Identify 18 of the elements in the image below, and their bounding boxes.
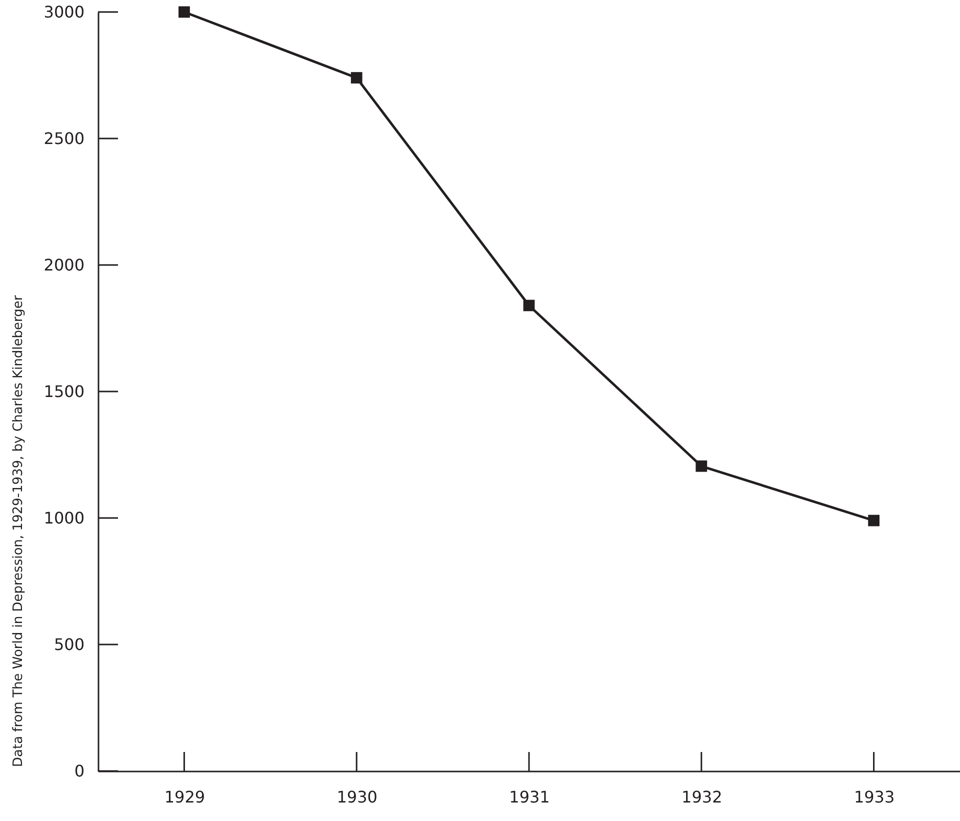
point (350, 72, 362, 84)
y-tick-label: 1000 (44, 508, 84, 528)
point (868, 514, 880, 526)
point (523, 300, 535, 312)
y-tick-label: 0 (74, 762, 84, 780)
x-tick-label: 1930 (336, 788, 378, 806)
y-tick-label: 3000 (44, 2, 84, 22)
x-tick-label: 1933 (854, 788, 895, 806)
point (696, 460, 708, 472)
y-tick-label: 2500 (44, 129, 84, 148)
x-tick-label: 1931 (509, 788, 550, 806)
y-tick-label: 2000 (44, 256, 84, 274)
point (178, 6, 190, 18)
x-tick-label: 1932 (682, 788, 722, 806)
y-tick-label: 500 (54, 635, 84, 654)
y-tick-label: 1500 (44, 382, 84, 401)
x-tick-label: 1929 (164, 788, 206, 806)
text: Data from The World in Depression, 1929-1939, by Charles Kindleberger (11, 294, 26, 767)
